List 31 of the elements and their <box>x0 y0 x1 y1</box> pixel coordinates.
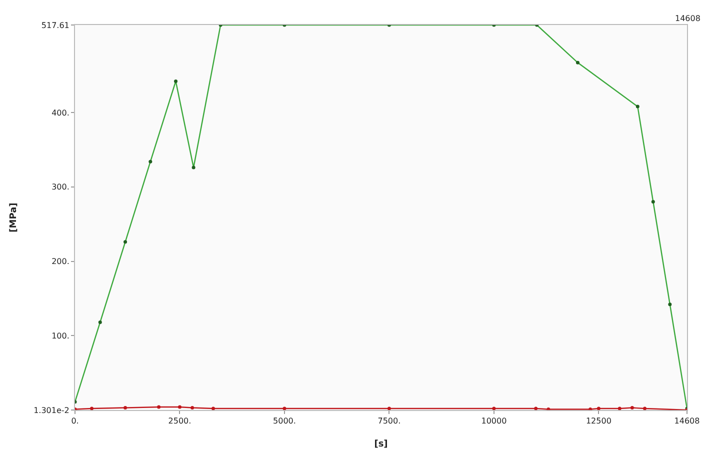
y-tick-label: 300. <box>52 182 70 192</box>
point <box>190 406 194 410</box>
x-tick-label: 12500 <box>586 416 612 426</box>
point <box>492 406 496 410</box>
y-axis-title: [MPa] <box>8 202 19 232</box>
x-tick-label: 10000 <box>481 416 507 426</box>
point <box>387 406 391 410</box>
point <box>282 406 286 410</box>
y-tick-label: 400. <box>52 108 70 118</box>
point <box>630 406 634 410</box>
text: 14608 <box>675 14 700 23</box>
point <box>643 406 647 410</box>
point <box>212 406 215 410</box>
y-tick-label: 1.301e-2 <box>34 406 70 415</box>
y-tick-label: 517.61 <box>41 20 70 30</box>
point <box>90 406 94 410</box>
line-series <box>75 25 687 410</box>
x-tick-label: 14608 <box>674 416 700 426</box>
point <box>596 406 600 410</box>
x-tick-label: 5000. <box>273 416 296 426</box>
point <box>178 405 182 409</box>
point <box>157 405 161 409</box>
point <box>618 406 622 410</box>
x-tick-label: 7500. <box>378 416 401 426</box>
y-tick-label: 100. <box>52 331 70 340</box>
y-tick-label: 200. <box>52 257 70 266</box>
x-tick-label: 0. <box>71 416 79 426</box>
point <box>124 406 128 410</box>
x-axis-title: [s] <box>374 439 388 450</box>
point <box>534 406 538 410</box>
x-tick-label: 2500. <box>168 416 192 426</box>
